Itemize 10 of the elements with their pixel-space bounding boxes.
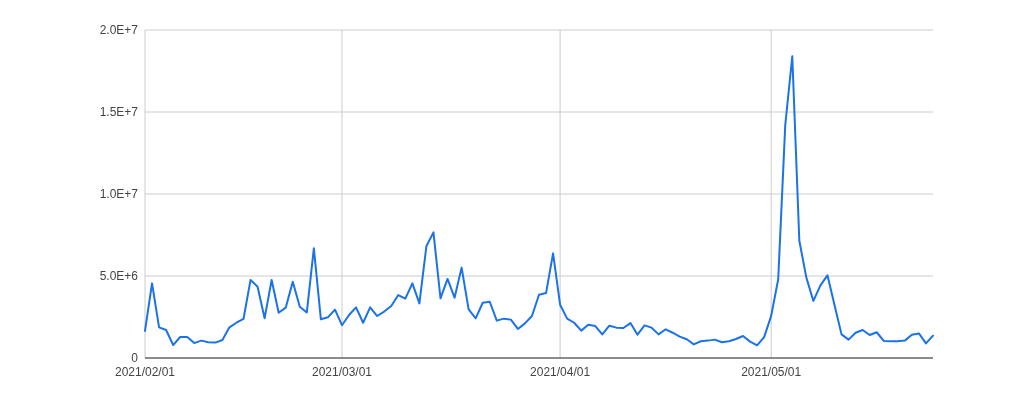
line-series [144,55,934,347]
x-tick-label: 2021/02/01 [114,365,176,379]
y-tick-label: 1.5E+7 [99,105,139,120]
y-tick-label: 0 [131,351,139,366]
y-tick-label: 2.0E+7 [99,23,139,38]
x-tick-label: 2021/05/01 [741,365,802,379]
y-tick-label: 5.0E+6 [99,269,139,284]
x-tick-label: 2021/04/01 [530,365,591,379]
x-tick-label: 2021/03/01 [311,365,373,379]
y-tick-label: 1.0E+7 [99,187,139,202]
